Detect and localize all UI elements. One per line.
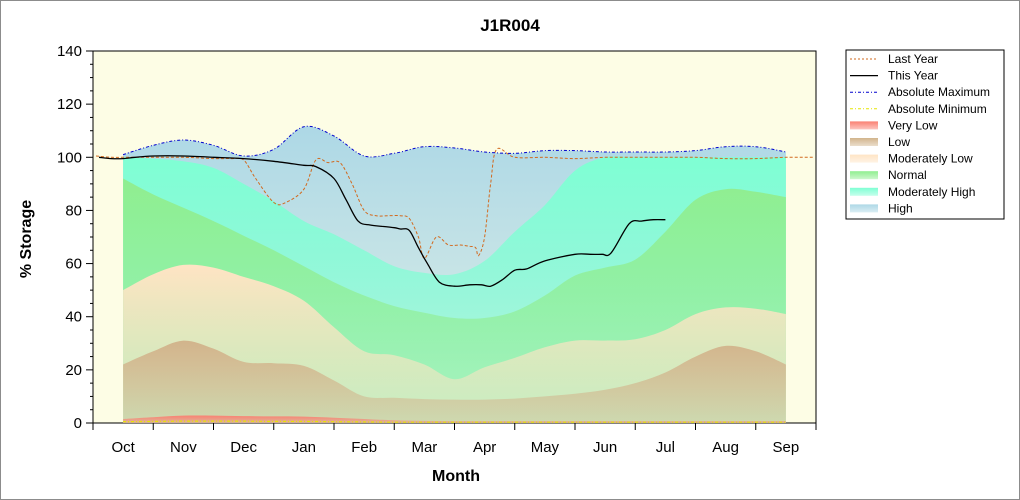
legend-label-moderately-low: Moderately Low — [888, 152, 973, 166]
legend-label-normal: Normal — [888, 168, 927, 182]
x-tick-label: Aug — [712, 439, 739, 456]
legend-label-moderately-high: Moderately High — [888, 185, 975, 199]
x-tick-label: Nov — [170, 439, 197, 456]
legend-swatch-moderately-low — [850, 154, 878, 163]
legend-label-this-year: This Year — [888, 69, 938, 83]
legend: Last Year This Year Absolute Maximum Absolu… — [845, 49, 1005, 220]
x-tick-label: Feb — [351, 439, 377, 456]
x-tick-label: May — [531, 439, 560, 456]
y-tick-label: 40 — [65, 309, 82, 326]
series-this-year — [98, 155, 666, 288]
y-tick-label: 140 — [57, 43, 82, 60]
x-axis-title: Month — [432, 468, 480, 485]
y-tick-label: 80 — [65, 202, 82, 219]
legend-label-abs-max: Absolute Maximum — [888, 85, 990, 99]
y-tick-label: 60 — [65, 256, 82, 273]
series-last-year — [95, 147, 814, 259]
x-tick-label: Apr — [473, 439, 496, 456]
legend-label-very-low: Very Low — [888, 118, 938, 132]
legend-swatch-high — [850, 204, 878, 213]
x-tick-label: Jan — [292, 439, 316, 456]
legend-swatch-very-low — [850, 121, 878, 130]
chart-title: J1R004 — [480, 16, 540, 35]
series-absolute-maximum — [122, 125, 786, 158]
y-axis-title: % Storage — [18, 200, 35, 278]
plot-area: 0 20 40 60 80 100 120 140 Oct Nov Dec Jan Feb Mar Apr M… — [57, 43, 817, 456]
x-tick-label: Mar — [411, 439, 437, 456]
x-tick-label: Dec — [230, 439, 257, 456]
legend-label-abs-min: Absolute Minimum — [888, 102, 987, 116]
y-tick-label: 120 — [57, 96, 82, 113]
x-tick-label: Jul — [656, 439, 675, 456]
legend-label-low: Low — [888, 135, 910, 149]
legend-label-last-year: Last Year — [888, 52, 938, 66]
y-tick-label: 20 — [65, 362, 82, 379]
legend-swatch-normal — [850, 171, 878, 180]
x-tick-label: Jun — [593, 439, 617, 456]
x-tick-label: Sep — [773, 439, 800, 456]
legend-label-high: High — [888, 201, 913, 215]
y-tick-label: 0 — [74, 415, 82, 432]
band-low — [123, 340, 786, 423]
legend-swatch-low — [850, 138, 878, 146]
legend-swatch-moderately-high — [850, 187, 878, 196]
y-tick-label: 100 — [57, 149, 82, 166]
x-tick-label: Oct — [111, 439, 135, 456]
